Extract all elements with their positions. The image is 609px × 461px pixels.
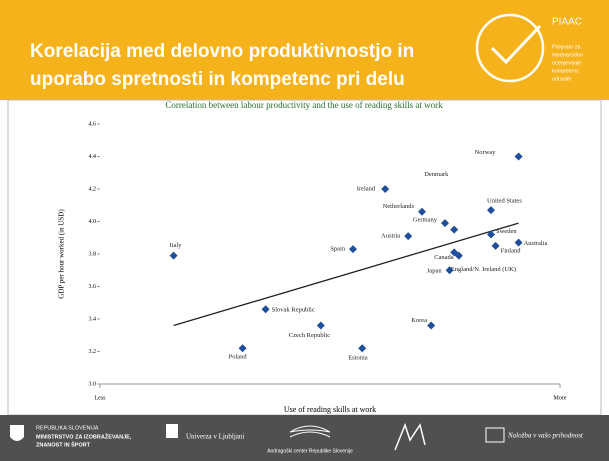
point <box>358 344 367 353</box>
logo-caption: ocenjevanje <box>552 60 581 66</box>
point-label: England/N. Ireland (UK) <box>451 266 516 273</box>
coat-of-arms <box>10 425 24 441</box>
logo-caption: mednarodno <box>552 52 583 58</box>
y-tick-label: 3.2 <box>89 349 97 355</box>
point-label: Denmark <box>424 171 449 178</box>
footer-text: REPUBLIKA SLOVENIJA <box>36 425 99 431</box>
x-axis-label: Use of reading skills at work <box>284 405 376 414</box>
point <box>450 225 459 234</box>
point <box>487 206 495 215</box>
point-label: Korea <box>411 317 427 324</box>
point <box>238 344 247 353</box>
acs-logo <box>289 425 331 438</box>
footer-text: Naložba v vašo prihodnost <box>507 432 584 440</box>
y-tick-label: 3.4 <box>89 316 97 322</box>
point <box>418 207 426 216</box>
point <box>441 219 449 228</box>
y-tick-label: 3.8 <box>89 251 97 257</box>
logo-text: PIAAC <box>552 17 582 28</box>
point-label: United States <box>487 198 522 205</box>
point-label: Ireland <box>357 185 376 192</box>
x-tick-label: More <box>554 395 567 401</box>
footer-text: Andragoški center Republike Slovenije <box>267 448 353 454</box>
logo-caption: Program za <box>552 44 581 50</box>
y-tick-label: 4.6 <box>89 121 97 127</box>
footer-band <box>0 415 609 461</box>
logo-circle <box>475 13 545 83</box>
point <box>261 305 270 314</box>
chart-frame <box>7 99 602 416</box>
y-tick-label: 4.4 <box>89 154 97 160</box>
point <box>169 251 178 260</box>
point-label: Estonia <box>348 355 368 362</box>
x-tick-label: Less <box>95 395 107 401</box>
point-label: Japan <box>427 268 443 275</box>
y-tick-label: 3.6 <box>89 284 97 290</box>
point-label: Austria <box>381 233 400 240</box>
footer-text: ZNANOST IN ŠPORT <box>36 440 91 448</box>
logo-check <box>490 24 542 65</box>
point <box>491 241 500 250</box>
point-label: Italy <box>170 242 183 249</box>
slide-title: uporabo spretnosti in kompetenc pri delu <box>30 69 405 90</box>
logo-mark <box>394 422 426 451</box>
point <box>454 251 463 260</box>
uni-logo <box>166 424 178 438</box>
chart-title: Correlation between labour productivity … <box>165 100 443 110</box>
point-label: Czech Republic <box>289 332 330 339</box>
point-label: Poland <box>229 354 248 361</box>
y-tick-label: 4.2 <box>89 186 97 192</box>
point-label: Norway <box>475 149 497 156</box>
trend-line <box>173 222 519 327</box>
footer-text: Univerza v Ljubljani <box>186 433 244 441</box>
point <box>349 245 357 254</box>
point-label: Canada <box>434 254 454 261</box>
point-label: Sweden <box>496 228 517 235</box>
logo-caption: kompetenc <box>552 68 579 74</box>
point-label: Finland <box>501 247 522 254</box>
point <box>381 185 390 193</box>
point-label: Netherlands <box>383 203 415 210</box>
point-label: Australia <box>524 240 548 247</box>
y-tick-label: 3.0 <box>89 381 97 387</box>
point-label: Spain <box>330 246 346 253</box>
eu-flag <box>485 427 505 443</box>
header-band <box>0 0 609 100</box>
logo-caption: odraslih <box>552 76 571 82</box>
point <box>445 266 454 275</box>
y-axis-label: GDP per hour worked (in USD) <box>58 209 66 299</box>
point-label: Germany <box>413 217 438 224</box>
point <box>404 232 413 241</box>
point <box>514 238 523 247</box>
footer-text: MINISTRSTVO ZA IZOBRAŽEVANJE, <box>36 432 132 440</box>
point <box>316 321 325 330</box>
slide-title: Korelacija med delovno produktivnostjo i… <box>30 41 414 62</box>
point-label: Slovak Republic <box>272 307 315 314</box>
point <box>514 152 523 161</box>
point <box>487 230 495 239</box>
point <box>427 321 436 330</box>
y-tick-label: 4.0 <box>89 219 97 225</box>
